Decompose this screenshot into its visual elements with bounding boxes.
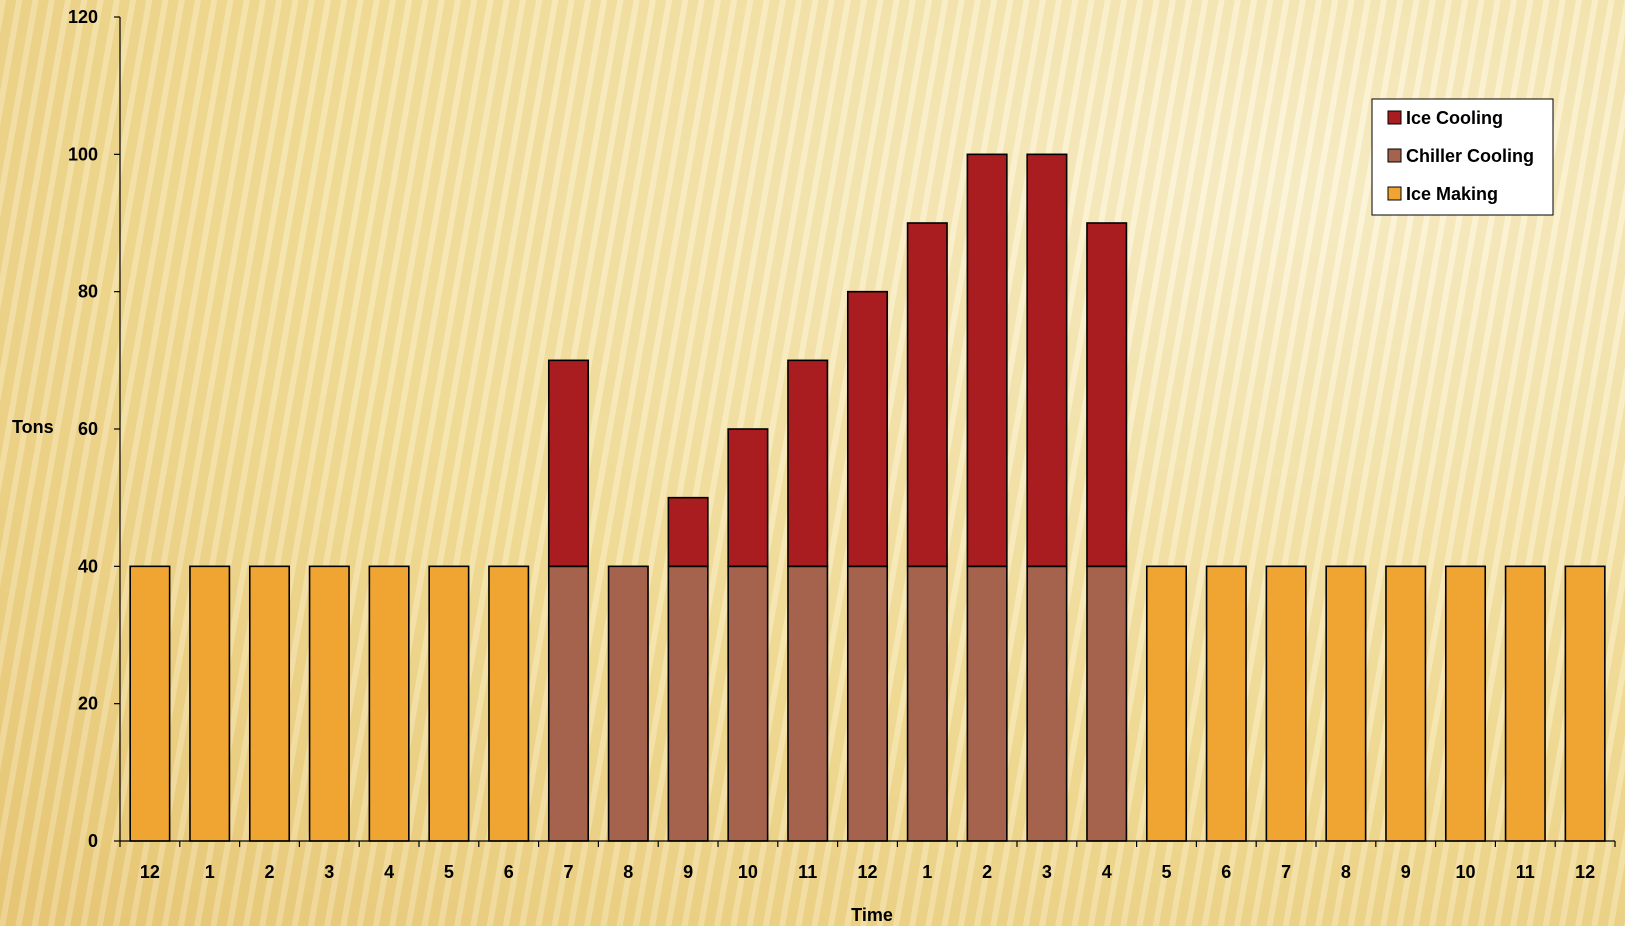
x-tick-label: 3 bbox=[324, 862, 334, 882]
legend-label-chiller-cooling: Chiller Cooling bbox=[1406, 146, 1534, 166]
bar-ice-making bbox=[1444, 565, 1487, 842]
bar-chiller-cooling bbox=[1026, 565, 1068, 842]
x-tick-label: 7 bbox=[1281, 862, 1291, 882]
x-tick-label: 6 bbox=[504, 862, 514, 882]
bar-ice-making bbox=[368, 565, 410, 842]
x-tick-label: 12 bbox=[1575, 862, 1595, 882]
y-tick-label: 20 bbox=[78, 694, 98, 714]
bar-ice-cooling bbox=[787, 359, 829, 568]
bar-ice-making bbox=[1385, 565, 1427, 842]
x-tick-label: 7 bbox=[563, 862, 573, 882]
legend-label-ice-making: Ice Making bbox=[1406, 184, 1498, 204]
bars-group bbox=[129, 153, 1606, 842]
x-tick-label: 4 bbox=[1102, 862, 1112, 882]
bar-chiller-cooling bbox=[727, 565, 769, 842]
bar-ice-making bbox=[308, 565, 350, 842]
x-axis-ticks: 12 1 2 3 4 5 6 7 8 9 10 11 12 1 2 3 4 5 6 7 8 9 10 11 12 bbox=[119, 841, 1616, 882]
bar-chiller-cooling bbox=[966, 565, 1008, 842]
y-axis-title: Tons bbox=[12, 417, 54, 437]
x-tick-label: 12 bbox=[857, 862, 877, 882]
legend-swatch-ice-cooling bbox=[1387, 110, 1402, 125]
bar-ice-making bbox=[129, 565, 171, 842]
bar-ice-making bbox=[1205, 565, 1247, 842]
x-tick-label: 11 bbox=[1516, 862, 1535, 882]
x-tick-label: 4 bbox=[384, 862, 394, 882]
y-tick-label: 80 bbox=[78, 282, 98, 302]
bar-ice-making bbox=[1564, 565, 1606, 842]
bar-chiller-cooling bbox=[667, 565, 709, 842]
legend: Ice Cooling Chiller Cooling Ice Making bbox=[1371, 98, 1554, 216]
x-tick-label: 1 bbox=[205, 862, 215, 882]
bar-chiller-cooling bbox=[787, 565, 829, 842]
bar-ice-cooling bbox=[547, 359, 590, 568]
bar-chiller-cooling bbox=[547, 565, 590, 842]
bar-ice-cooling bbox=[906, 222, 948, 568]
legend-swatch-chiller-cooling bbox=[1387, 148, 1402, 163]
legend-box bbox=[1371, 98, 1554, 216]
bar-ice-making bbox=[248, 565, 291, 842]
bar-chiller-cooling bbox=[906, 565, 948, 842]
bar-chiller-cooling bbox=[607, 565, 649, 842]
bar-ice-making bbox=[189, 565, 231, 842]
x-tick-label: 1 bbox=[922, 862, 932, 882]
x-tick-label: 5 bbox=[1161, 862, 1171, 882]
x-tick-label: 2 bbox=[982, 862, 992, 882]
x-tick-label: 11 bbox=[798, 862, 817, 882]
x-tick-label: 9 bbox=[683, 862, 693, 882]
bar-ice-making bbox=[1145, 565, 1188, 842]
bar-chiller-cooling bbox=[1086, 565, 1128, 842]
x-tick-label: 2 bbox=[264, 862, 274, 882]
bar-ice-making bbox=[428, 565, 470, 842]
y-axis-ticks: 0 20 40 60 80 100 120 bbox=[68, 7, 120, 851]
legend-swatch-ice-making bbox=[1387, 186, 1402, 201]
y-tick-label: 40 bbox=[78, 556, 98, 576]
x-tick-label: 5 bbox=[444, 862, 454, 882]
bar-ice-making bbox=[1265, 565, 1307, 842]
bar-ice-making bbox=[1325, 565, 1367, 842]
x-tick-label: 9 bbox=[1401, 862, 1411, 882]
y-tick-label: 0 bbox=[88, 831, 98, 851]
legend-label-ice-cooling: Ice Cooling bbox=[1406, 108, 1503, 128]
bar-ice-making bbox=[1504, 565, 1546, 842]
y-tick-label: 120 bbox=[68, 7, 98, 27]
x-axis-title: Time bbox=[851, 905, 893, 925]
x-tick-label: 10 bbox=[1455, 862, 1475, 882]
y-tick-label: 100 bbox=[68, 144, 98, 164]
bar-ice-cooling bbox=[667, 496, 709, 568]
x-tick-label: 6 bbox=[1221, 862, 1231, 882]
bar-ice-cooling bbox=[1026, 153, 1068, 568]
bar-ice-cooling bbox=[966, 153, 1008, 568]
bar-chiller-cooling bbox=[846, 565, 889, 842]
x-tick-label: 8 bbox=[1341, 862, 1351, 882]
bar-ice-making bbox=[488, 565, 530, 842]
y-tick-label: 60 bbox=[78, 419, 98, 439]
bar-ice-cooling bbox=[846, 290, 889, 568]
x-tick-label: 10 bbox=[738, 862, 758, 882]
bar-ice-cooling bbox=[1086, 222, 1128, 568]
bar-ice-cooling bbox=[727, 428, 769, 568]
x-tick-label: 8 bbox=[623, 862, 633, 882]
x-tick-label: 12 bbox=[140, 862, 160, 882]
x-tick-label: 3 bbox=[1042, 862, 1052, 882]
